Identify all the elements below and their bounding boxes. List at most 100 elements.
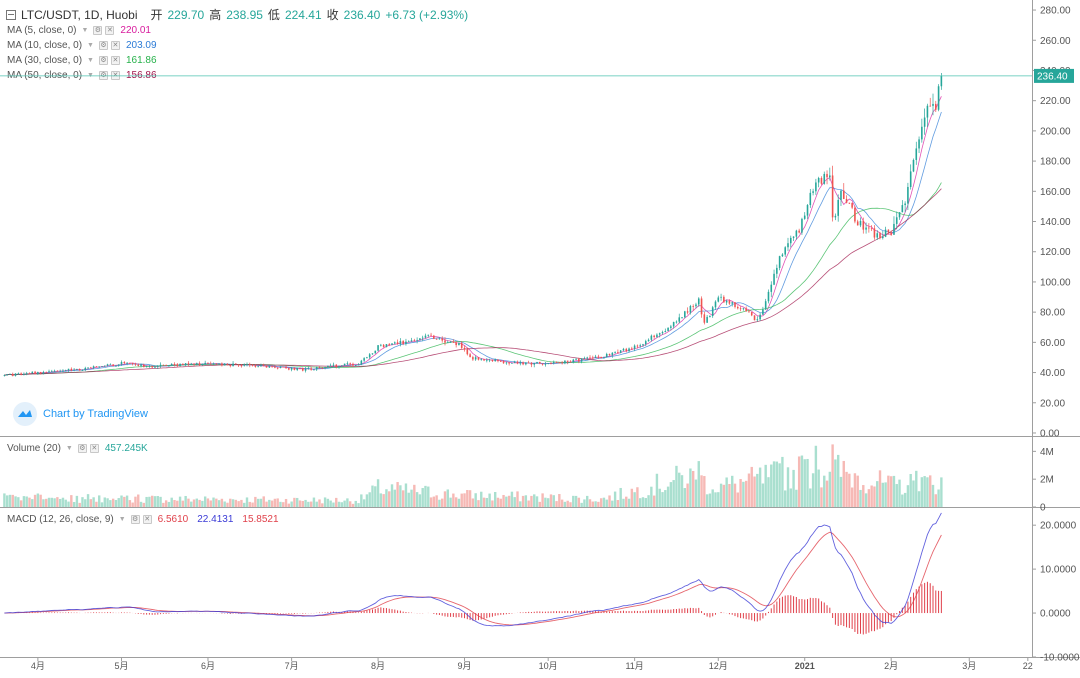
candle-body <box>81 370 84 371</box>
candle-body <box>689 306 692 313</box>
dropdown-icon[interactable]: ▼ <box>87 42 94 49</box>
volume-bar <box>401 490 405 507</box>
close-value: 236.40 <box>343 7 381 22</box>
volume-bar <box>256 498 260 507</box>
close-icon[interactable]: ✕ <box>142 515 152 524</box>
tradingview-text: Chart by TradingView <box>43 408 148 420</box>
candle-body <box>179 363 181 367</box>
volume-legend[interactable]: Volume (20) ▼ ⚙ ✕ 457.245K <box>7 443 148 454</box>
candle-body <box>887 229 890 233</box>
volume-label: Volume (20) <box>7 443 61 454</box>
candle-body <box>890 232 892 235</box>
volume-bar <box>778 463 781 507</box>
candle-body <box>455 342 457 346</box>
volume-bar <box>293 497 296 507</box>
ma5-label: MA (5, close, 0) <box>7 25 77 36</box>
dropdown-icon[interactable]: ▼ <box>81 27 89 34</box>
settings-icon[interactable]: ⚙ <box>98 56 108 65</box>
candle-body <box>801 218 803 233</box>
candle-body <box>474 357 477 360</box>
volume-bar <box>811 473 815 507</box>
candle-body <box>6 374 8 376</box>
volume-bar <box>31 499 34 507</box>
volume-bar <box>429 497 433 507</box>
price-tick-label: 280.00 <box>1040 6 1071 17</box>
candle-body <box>622 348 625 351</box>
ma30-legend[interactable]: MA (30, close, 0) ▼ ⚙ ✕ 161.86 <box>7 55 157 66</box>
settings-icon[interactable]: ⚙ <box>130 515 140 524</box>
volume-bar <box>368 492 371 507</box>
ma5-legend[interactable]: MA (5, close, 0) ▼ ⚙ ✕ 220.01 <box>7 25 151 36</box>
candle-body <box>600 356 602 359</box>
price-tick-label: 180.00 <box>1040 157 1071 168</box>
volume-bar <box>178 496 182 507</box>
candle-body <box>274 366 276 368</box>
volume-bar <box>767 477 770 507</box>
candle-body <box>9 373 11 375</box>
macd-legend[interactable]: MACD (12, 26, close, 9) ▼ ⚙ ✕ 6.5610 22.… <box>7 514 279 525</box>
candle-body <box>327 365 329 368</box>
dropdown-icon[interactable]: ▼ <box>65 445 73 452</box>
candle-body <box>681 317 683 319</box>
candle-body <box>469 354 471 358</box>
volume-bar <box>775 461 779 507</box>
candle-body <box>697 298 700 305</box>
candle-body <box>315 367 318 370</box>
candle-body <box>578 358 580 362</box>
volume-tick-label: 0 <box>1040 503 1046 514</box>
candle-body <box>385 344 388 348</box>
volume-bar <box>909 474 912 507</box>
volume-bar <box>680 475 684 507</box>
candle-body <box>416 340 418 342</box>
macd-label: MACD (12, 26, close, 9) <box>7 514 114 525</box>
candle-body <box>525 362 527 365</box>
volume-bar <box>605 499 608 507</box>
candle-body <box>882 236 884 239</box>
dropdown-icon[interactable]: ▼ <box>87 57 94 64</box>
candle-body <box>279 366 282 369</box>
candle-body <box>611 352 614 356</box>
candle-body <box>486 359 488 361</box>
volume-bar <box>817 469 820 507</box>
candle-body <box>862 220 865 230</box>
volume-bar <box>312 497 316 507</box>
candle-body <box>918 139 920 149</box>
candle-body <box>725 300 728 303</box>
candle-body <box>764 301 767 310</box>
volume-bar <box>376 479 380 507</box>
candle-body <box>466 349 469 355</box>
settings-icon[interactable]: ⚙ <box>93 26 103 35</box>
dropdown-icon[interactable]: ▼ <box>118 516 126 523</box>
candle-body <box>92 366 95 368</box>
settings-icon[interactable]: ⚙ <box>77 444 87 453</box>
volume-bar <box>438 499 441 507</box>
candle-body <box>566 360 569 362</box>
close-icon[interactable]: ✕ <box>89 444 99 453</box>
volume-bar <box>873 486 876 507</box>
volume-bar <box>125 495 129 507</box>
volume-bar <box>304 499 307 507</box>
candle-body <box>477 357 480 360</box>
candle-body <box>134 363 137 365</box>
candle-body <box>653 335 655 338</box>
candle-body <box>831 175 834 218</box>
collapse-icon[interactable] <box>6 9 16 20</box>
close-icon[interactable]: ✕ <box>110 41 120 50</box>
volume-bar <box>625 496 628 507</box>
volume-bar <box>432 496 436 507</box>
volume-bar <box>223 501 226 507</box>
candle-body <box>561 362 563 364</box>
candle-body <box>452 341 455 343</box>
volume-bar <box>792 469 795 507</box>
candle-body <box>207 362 209 364</box>
symbol-title[interactable]: LTC/USDT, 1D, Huobi <box>21 7 138 22</box>
ma10-legend[interactable]: MA (10, close, 0) ▼ ⚙ ✕ 203.09 <box>7 40 157 51</box>
close-icon[interactable]: ✕ <box>105 26 115 35</box>
volume-bar <box>201 500 204 507</box>
settings-icon[interactable]: ⚙ <box>98 41 108 50</box>
volume-bar <box>42 499 45 507</box>
tradingview-branding[interactable]: Chart by TradingView <box>13 402 148 426</box>
volume-bar <box>912 480 915 507</box>
close-icon[interactable]: ✕ <box>110 56 120 65</box>
